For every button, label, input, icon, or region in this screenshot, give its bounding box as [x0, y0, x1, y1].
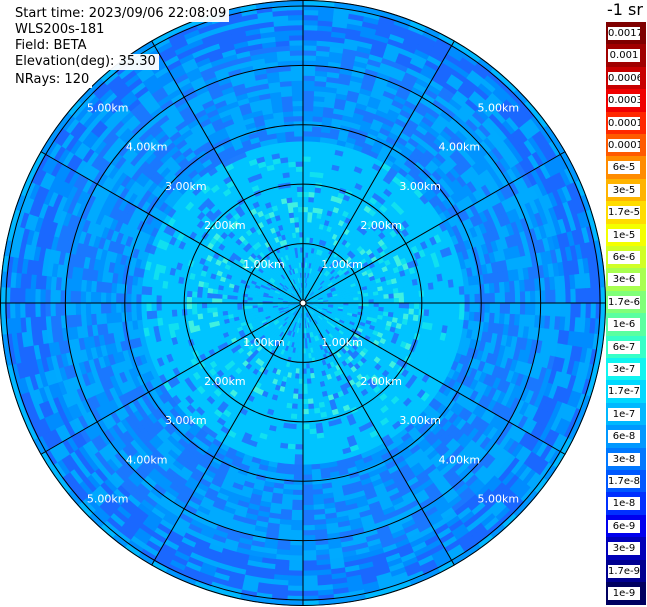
- colorbar-tick-label: 0.0006: [608, 71, 640, 85]
- range-ring-label: 4.00km: [438, 141, 480, 154]
- range-ring-label: 3.00km: [165, 180, 207, 193]
- azimuth-spokes: [0, 0, 606, 606]
- instrument-label: WLS200s-181: [12, 22, 108, 38]
- colorbar-swatch: 1.7e-8: [606, 470, 646, 493]
- colorbar-swatch: 0.001: [606, 44, 646, 68]
- colorbar-unit-label: -1 sr: [607, 0, 643, 19]
- field-label: Field: BETA: [12, 38, 90, 54]
- colorbar-tick-label: 3e-7: [608, 363, 640, 376]
- range-ring-label: 1.00km: [243, 336, 285, 349]
- colorbar-swatch: 3e-7: [606, 358, 646, 381]
- colorbar-tick-label: 0.0003: [608, 94, 640, 108]
- colorbar-swatch: 1e-5: [606, 223, 646, 247]
- colorbar-swatch: 3e-6: [606, 268, 646, 292]
- azimuth-spoke: [302, 302, 455, 566]
- colorbar-tick-label: 0.0017: [608, 27, 640, 40]
- colorbar-tick-label: 6e-9: [608, 519, 640, 533]
- range-ring-label: 1.00km: [321, 258, 363, 271]
- range-ring-label: 2.00km: [204, 219, 246, 232]
- colorbar-tick-label: 0.001: [608, 49, 640, 63]
- range-ring-label: 3.00km: [399, 180, 441, 193]
- azimuth-spoke: [151, 302, 304, 566]
- colorbar-tick-label: 1.7e-6: [608, 295, 640, 309]
- colorbar-tick-label: 6e-7: [608, 340, 640, 354]
- range-ring-label: 3.00km: [399, 414, 441, 427]
- colorbar-swatch: 6e-8: [606, 425, 646, 449]
- range-ring-label: 4.00km: [126, 141, 168, 154]
- azimuth-spoke: [40, 151, 304, 304]
- range-ring-label: 5.00km: [87, 492, 129, 505]
- nrays-label: NRays: 120: [12, 72, 93, 88]
- colorbar-swatch: 6e-7: [606, 335, 646, 359]
- colorbar: 0.0017 0.001 0.0006 0.0003 0.00017 0.0001 6e-5…: [606, 22, 646, 605]
- colorbar-tick-label: 0.0001: [608, 139, 640, 152]
- range-ring-label: 2.00km: [204, 375, 246, 388]
- colorbar-swatch: 1.7e-5: [606, 201, 646, 225]
- colorbar-tick-label: 1.7e-9: [608, 564, 640, 578]
- colorbar-swatch: 6e-9: [606, 514, 646, 538]
- range-ring-label: 4.00km: [438, 453, 480, 466]
- colorbar-swatch: 0.0003: [606, 89, 646, 113]
- colorbar-swatch: 1e-7: [606, 402, 646, 426]
- radar-center-marker: [299, 299, 307, 307]
- elevation-label: Elevation(deg): 35.30: [12, 54, 159, 70]
- colorbar-tick-label: 3e-5: [608, 183, 640, 197]
- colorbar-swatch: 3e-8: [606, 447, 646, 471]
- colorbar-swatch: 0.0017: [606, 22, 646, 45]
- colorbar-swatch: 1e-6: [606, 313, 646, 337]
- colorbar-tick-label: 3e-8: [608, 452, 640, 466]
- colorbar-tick-label: 1.7e-5: [608, 206, 640, 220]
- colorbar-swatch: 1e-9: [606, 582, 646, 605]
- range-ring-label: 2.00km: [360, 375, 402, 388]
- azimuth-spoke: [40, 302, 304, 455]
- colorbar-swatch: 6e-5: [606, 156, 646, 180]
- range-ring-label: 5.00km: [478, 102, 520, 115]
- colorbar-tick-label: 3e-9: [608, 542, 640, 556]
- colorbar-tick-label: 6e-6: [608, 251, 640, 264]
- range-ring-label: 5.00km: [87, 102, 129, 115]
- colorbar-tick-label: 1e-6: [608, 318, 640, 332]
- range-ring-label: 2.00km: [360, 219, 402, 232]
- colorbar-swatch: 0.0006: [606, 66, 646, 90]
- colorbar-tick-label: 1.7e-7: [608, 385, 640, 399]
- colorbar-tick-label: 1e-9: [608, 587, 640, 600]
- colorbar-tick-label: 6e-8: [608, 430, 640, 444]
- range-ring-label: 3.00km: [165, 414, 207, 427]
- colorbar-tick-label: 1e-8: [608, 497, 640, 511]
- colorbar-tick-label: 0.00017: [608, 116, 640, 130]
- range-ring-label: 1.00km: [243, 258, 285, 271]
- colorbar-tick-label: 1.7e-8: [608, 475, 640, 488]
- colorbar-tick-label: 1e-5: [608, 228, 640, 242]
- range-ring-label: 4.00km: [126, 453, 168, 466]
- azimuth-spoke: [302, 302, 566, 455]
- range-ring-label: 1.00km: [321, 336, 363, 349]
- colorbar-swatch: 1.7e-7: [606, 380, 646, 404]
- colorbar-tick-label: 1e-7: [608, 407, 640, 421]
- start-time-label: Start time: 2023/09/06 22:08:09: [12, 6, 230, 22]
- colorbar-swatch: 1.7e-6: [606, 290, 646, 314]
- colorbar-swatch: 6e-6: [606, 246, 646, 269]
- azimuth-spoke: [151, 40, 304, 304]
- azimuth-spoke: [302, 151, 566, 304]
- colorbar-swatch: 3e-5: [606, 178, 646, 202]
- azimuth-spoke: [302, 40, 455, 304]
- colorbar-tick-label: 6e-5: [608, 161, 640, 175]
- colorbar-swatch: 3e-9: [606, 537, 646, 561]
- beta-field-rays: [0, 0, 606, 606]
- colorbar-swatch: 1e-8: [606, 492, 646, 516]
- colorbar-tick-label: 3e-6: [608, 273, 640, 287]
- colorbar-swatch: 0.0001: [606, 134, 646, 157]
- colorbar-swatch: 1.7e-9: [606, 559, 646, 583]
- range-ring-labels: 1.00km 1.00km 1.00km 1.00km 2.00km 2.00km 2.00…: [87, 102, 519, 506]
- colorbar-swatch: 0.00017: [606, 111, 646, 135]
- range-ring-label: 5.00km: [478, 492, 520, 505]
